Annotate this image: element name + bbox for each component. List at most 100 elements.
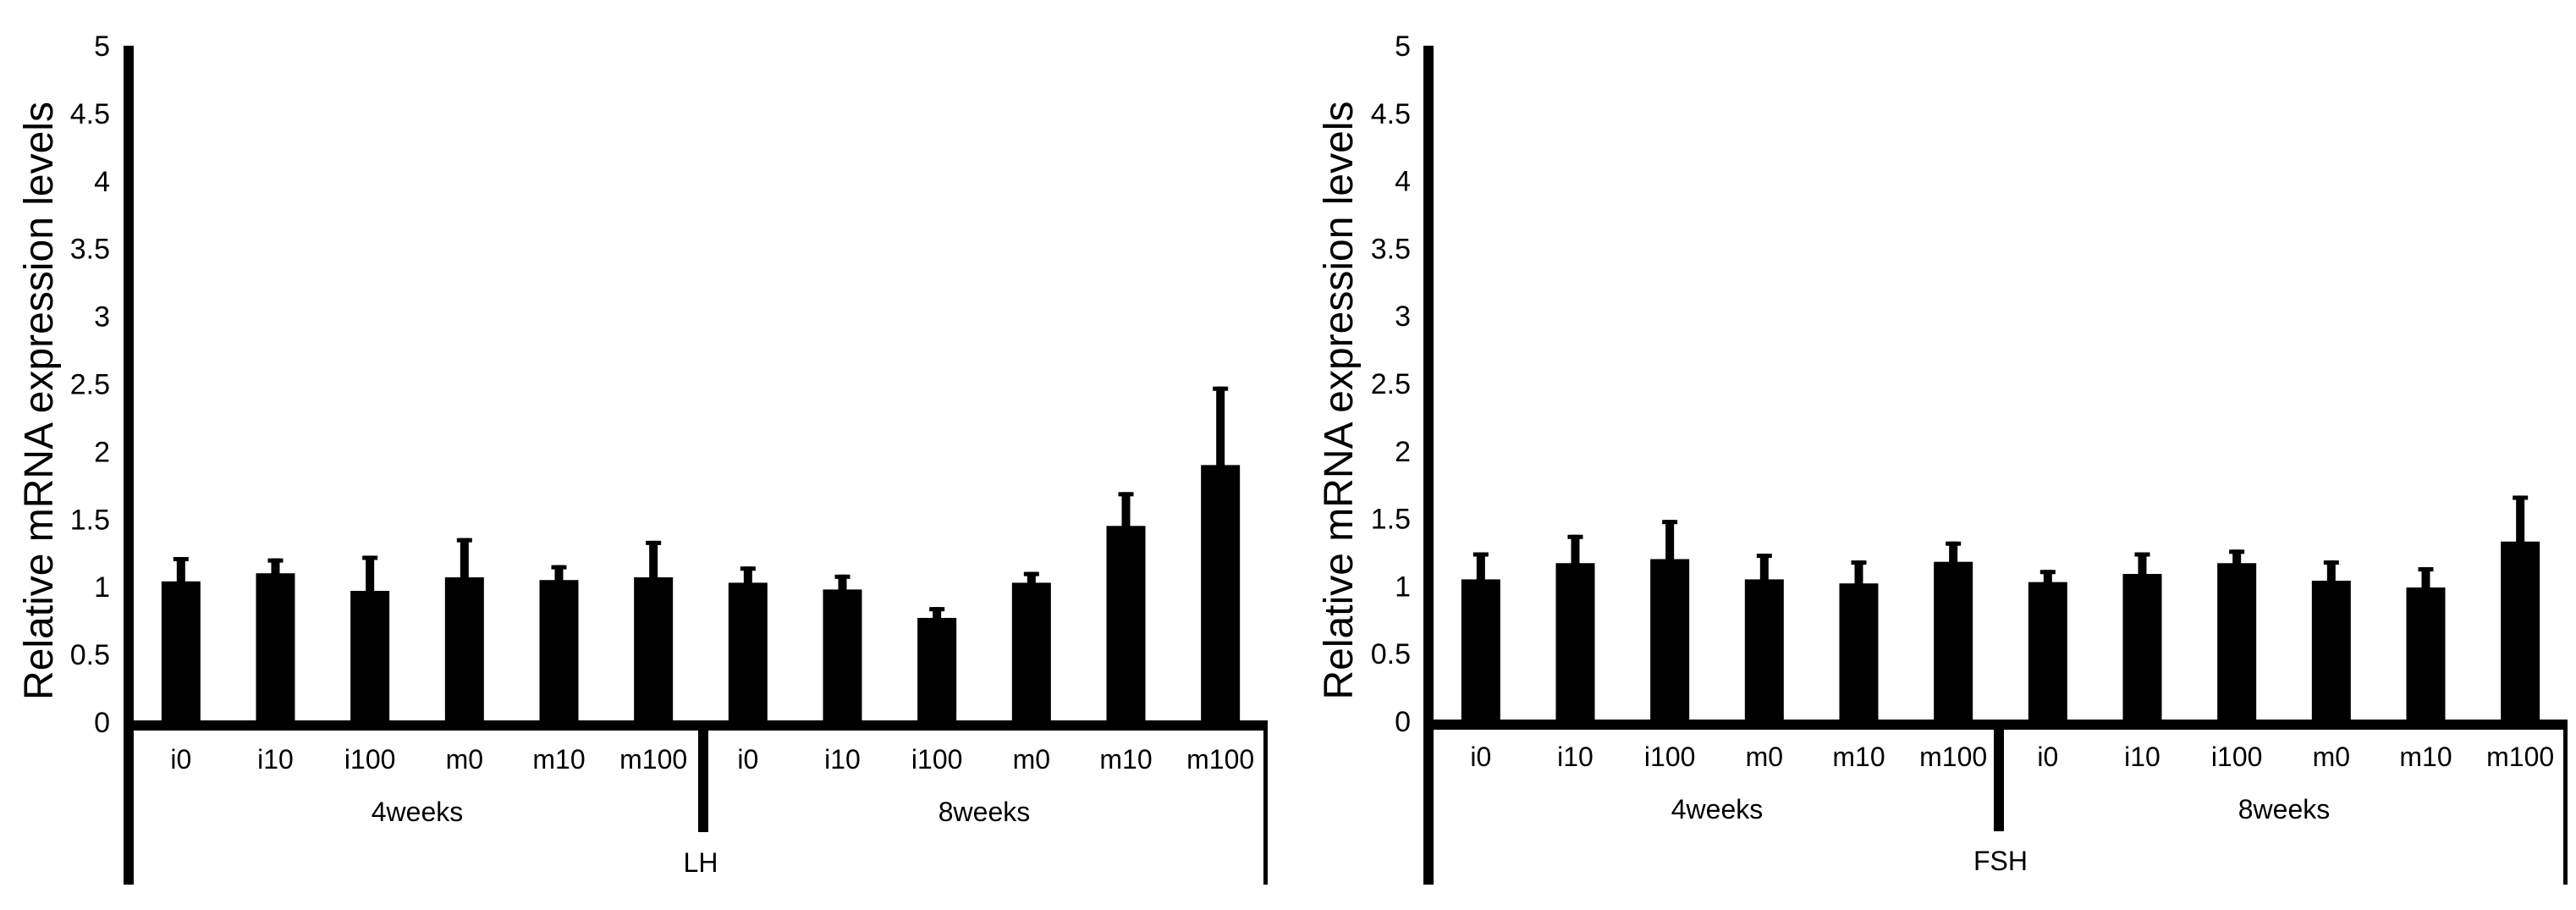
x-tick-label: m100 (1186, 744, 1254, 775)
error-bar-cap (1567, 534, 1583, 539)
error-bar-cap (740, 566, 756, 571)
x-tick-label: i0 (1470, 742, 1491, 772)
x-tick-label: m0 (446, 744, 483, 775)
y-tick-label: 5 (94, 30, 110, 63)
chart-panel-lh: 0 0.5 1 1.5 2 2.5 3 3.5 4 4.5 5 Relative mRNA expre… (17, 30, 1268, 885)
error-bar-cap (646, 540, 662, 545)
bar-4weeks-m10 (539, 580, 579, 722)
error-bar-cap (2513, 495, 2529, 500)
category-right-border (1263, 722, 1268, 885)
x-tick-label: i100 (2211, 742, 2263, 772)
error-bar (1216, 386, 1225, 467)
x-tick-label: i0 (737, 744, 758, 775)
y-axis-title: Relative mRNA expression levels (1317, 102, 1362, 700)
x-tick-label: m0 (1746, 742, 1783, 772)
x-tick-label: i10 (257, 744, 294, 775)
y-tick-label: 1 (94, 571, 110, 604)
error-bar-cap (1851, 560, 1867, 565)
bar-8weeks-m0 (2311, 581, 2351, 721)
y-tick-label: 5 (1395, 30, 1411, 63)
x-tick-label: m10 (2399, 742, 2452, 772)
error-bar-cap (1118, 492, 1134, 497)
bar-4weeks-i10 (1555, 563, 1595, 721)
error-bar (1027, 571, 1036, 585)
bar-8weeks-i10 (2122, 574, 2162, 721)
bar-4weeks-m0 (444, 577, 484, 722)
error-bar (176, 557, 185, 583)
error-bar-cap (2039, 570, 2056, 575)
error-bar-cap (267, 558, 283, 563)
error-bar (2421, 567, 2430, 589)
bar-8weeks-m100 (1201, 465, 1241, 722)
error-bar (1476, 552, 1485, 582)
error-bar-cap (929, 607, 945, 612)
error-bar (838, 574, 847, 592)
x-axis-line (124, 720, 1268, 731)
panel-label: FSH (1973, 846, 2028, 876)
error-bar-cap (2229, 549, 2245, 554)
group-label: 4weeks (372, 797, 464, 827)
y-tick-label: 3.5 (70, 234, 110, 266)
error-bar (649, 540, 658, 580)
y-tick-label: 0 (94, 707, 110, 739)
error-bar-cap (2323, 560, 2339, 565)
bar-8weeks-i100 (917, 617, 957, 722)
group-divider (1994, 721, 2004, 831)
x-tick-label: i100 (911, 744, 963, 775)
x-tick-label: m0 (1013, 744, 1050, 775)
error-bar-cap (173, 557, 189, 562)
x-tick-label: m10 (1832, 742, 1885, 772)
x-tick-label: i10 (824, 744, 861, 775)
error-bar-cap (1213, 386, 1229, 391)
y-tick-label: 1 (1395, 571, 1411, 603)
x-tick-label: i100 (1644, 742, 1696, 772)
error-bar-cap (1946, 541, 1962, 546)
bar-4weeks-m10 (1839, 583, 1879, 721)
y-tick-label: 3 (94, 301, 110, 334)
y-tick-label: 0 (1395, 706, 1411, 738)
bar-8weeks-i10 (823, 589, 862, 722)
error-bar (2043, 570, 2052, 584)
bar-4weeks-i100 (350, 590, 390, 722)
x-tick-label: m100 (1919, 742, 1987, 772)
x-tick-label: i0 (170, 744, 191, 775)
x-tick-label: m0 (2313, 742, 2350, 772)
y-tick-label: 2.5 (1371, 368, 1411, 400)
bar-8weeks-i0 (2028, 582, 2067, 721)
bar-4weeks-i100 (1650, 559, 1690, 721)
error-bar-cap (1662, 520, 1678, 525)
error-bar (743, 566, 752, 585)
y-tick-label: 0.5 (1371, 638, 1411, 670)
bar-8weeks-m100 (2501, 541, 2540, 721)
group-label: 4weeks (1671, 794, 1764, 825)
bar-4weeks-i0 (1461, 579, 1500, 721)
y-tick-label: 1.5 (70, 504, 110, 536)
error-bar-cap (456, 538, 472, 543)
x-tick-label: i0 (2037, 742, 2058, 772)
error-bar (1854, 560, 1863, 586)
y-tick-label: 2 (94, 436, 110, 468)
error-bar (1121, 492, 1131, 528)
x-tick-label: i10 (1557, 742, 1593, 772)
bar-4weeks-m100 (634, 577, 674, 722)
error-bar (460, 538, 469, 580)
error-bar (1949, 541, 1958, 564)
y-axis-line (124, 46, 134, 885)
bar-4weeks-i0 (161, 581, 201, 722)
error-bar-cap (1756, 554, 1772, 559)
y-tick-label: 0.5 (70, 639, 110, 671)
chart-panel-fsh: 0 0.5 1 1.5 2 2.5 3 3.5 4 4.5 5 Relative mRNA expre… (1317, 30, 2568, 885)
bar-8weeks-i100 (2217, 563, 2257, 721)
error-bar (933, 607, 942, 620)
bar-4weeks-i10 (256, 573, 295, 722)
y-tick-label: 4.5 (70, 98, 110, 130)
error-bar-cap (551, 565, 567, 570)
bar-4weeks-m0 (1744, 579, 1784, 721)
y-axis-line (1423, 46, 1434, 885)
error-bar-cap (2134, 552, 2150, 557)
error-bar (554, 565, 564, 582)
error-bar (1759, 554, 1769, 582)
error-bar (2138, 552, 2147, 576)
